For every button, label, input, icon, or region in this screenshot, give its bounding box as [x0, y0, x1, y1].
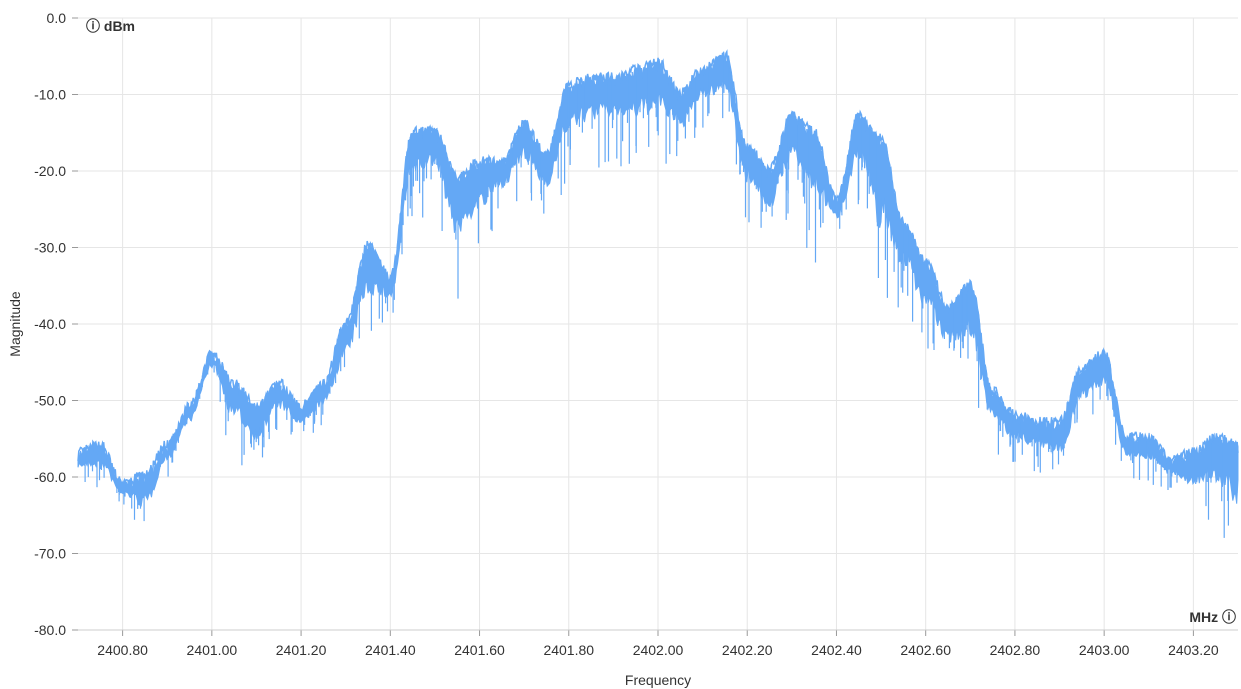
y-tick-label: -60.0 [34, 469, 66, 485]
x-tick-label: 2401.20 [276, 642, 327, 658]
y-tick-label: -70.0 [34, 546, 66, 562]
magnitude-trace-dips [79, 56, 1238, 538]
x-tick-label: 2402.00 [633, 642, 684, 658]
y-tick-label: -40.0 [34, 316, 66, 332]
y-tick-label: -80.0 [34, 622, 66, 638]
y-tick-label: -50.0 [34, 393, 66, 409]
x-axis-title: Frequency [625, 672, 691, 688]
x-unit-label[interactable]: MHz ⓘ [1189, 609, 1236, 625]
y-tick-label: -30.0 [34, 240, 66, 256]
x-tick-label: 2400.80 [97, 642, 148, 658]
x-tick-label: 2401.40 [365, 642, 416, 658]
y-tick-label: 0.0 [47, 10, 67, 26]
x-tick-label: 2402.60 [900, 642, 951, 658]
x-tick-label: 2402.40 [811, 642, 862, 658]
x-tick-label: 2401.00 [187, 642, 238, 658]
y-tick-label: -20.0 [34, 163, 66, 179]
x-tick-label: 2402.80 [990, 642, 1041, 658]
magnitude-trace-envelope [77, 51, 1239, 507]
y-unit-label[interactable]: ⓘ dBm [86, 18, 135, 34]
magnitude-trace [77, 49, 1239, 491]
y-tick-label: -10.0 [34, 87, 66, 103]
x-tick-label: 2403.00 [1079, 642, 1130, 658]
x-tick-label: 2402.20 [722, 642, 773, 658]
x-tick-label: 2401.80 [543, 642, 594, 658]
y-axis-title: Magnitude [7, 291, 23, 357]
x-tick-label: 2401.60 [454, 642, 505, 658]
x-tick-label: 2403.20 [1168, 642, 1219, 658]
axes: 0.0 -10.0 -20.0 -30.0 -40.0 -50.0 -60.0 -70.0 -8… [34, 10, 1238, 658]
